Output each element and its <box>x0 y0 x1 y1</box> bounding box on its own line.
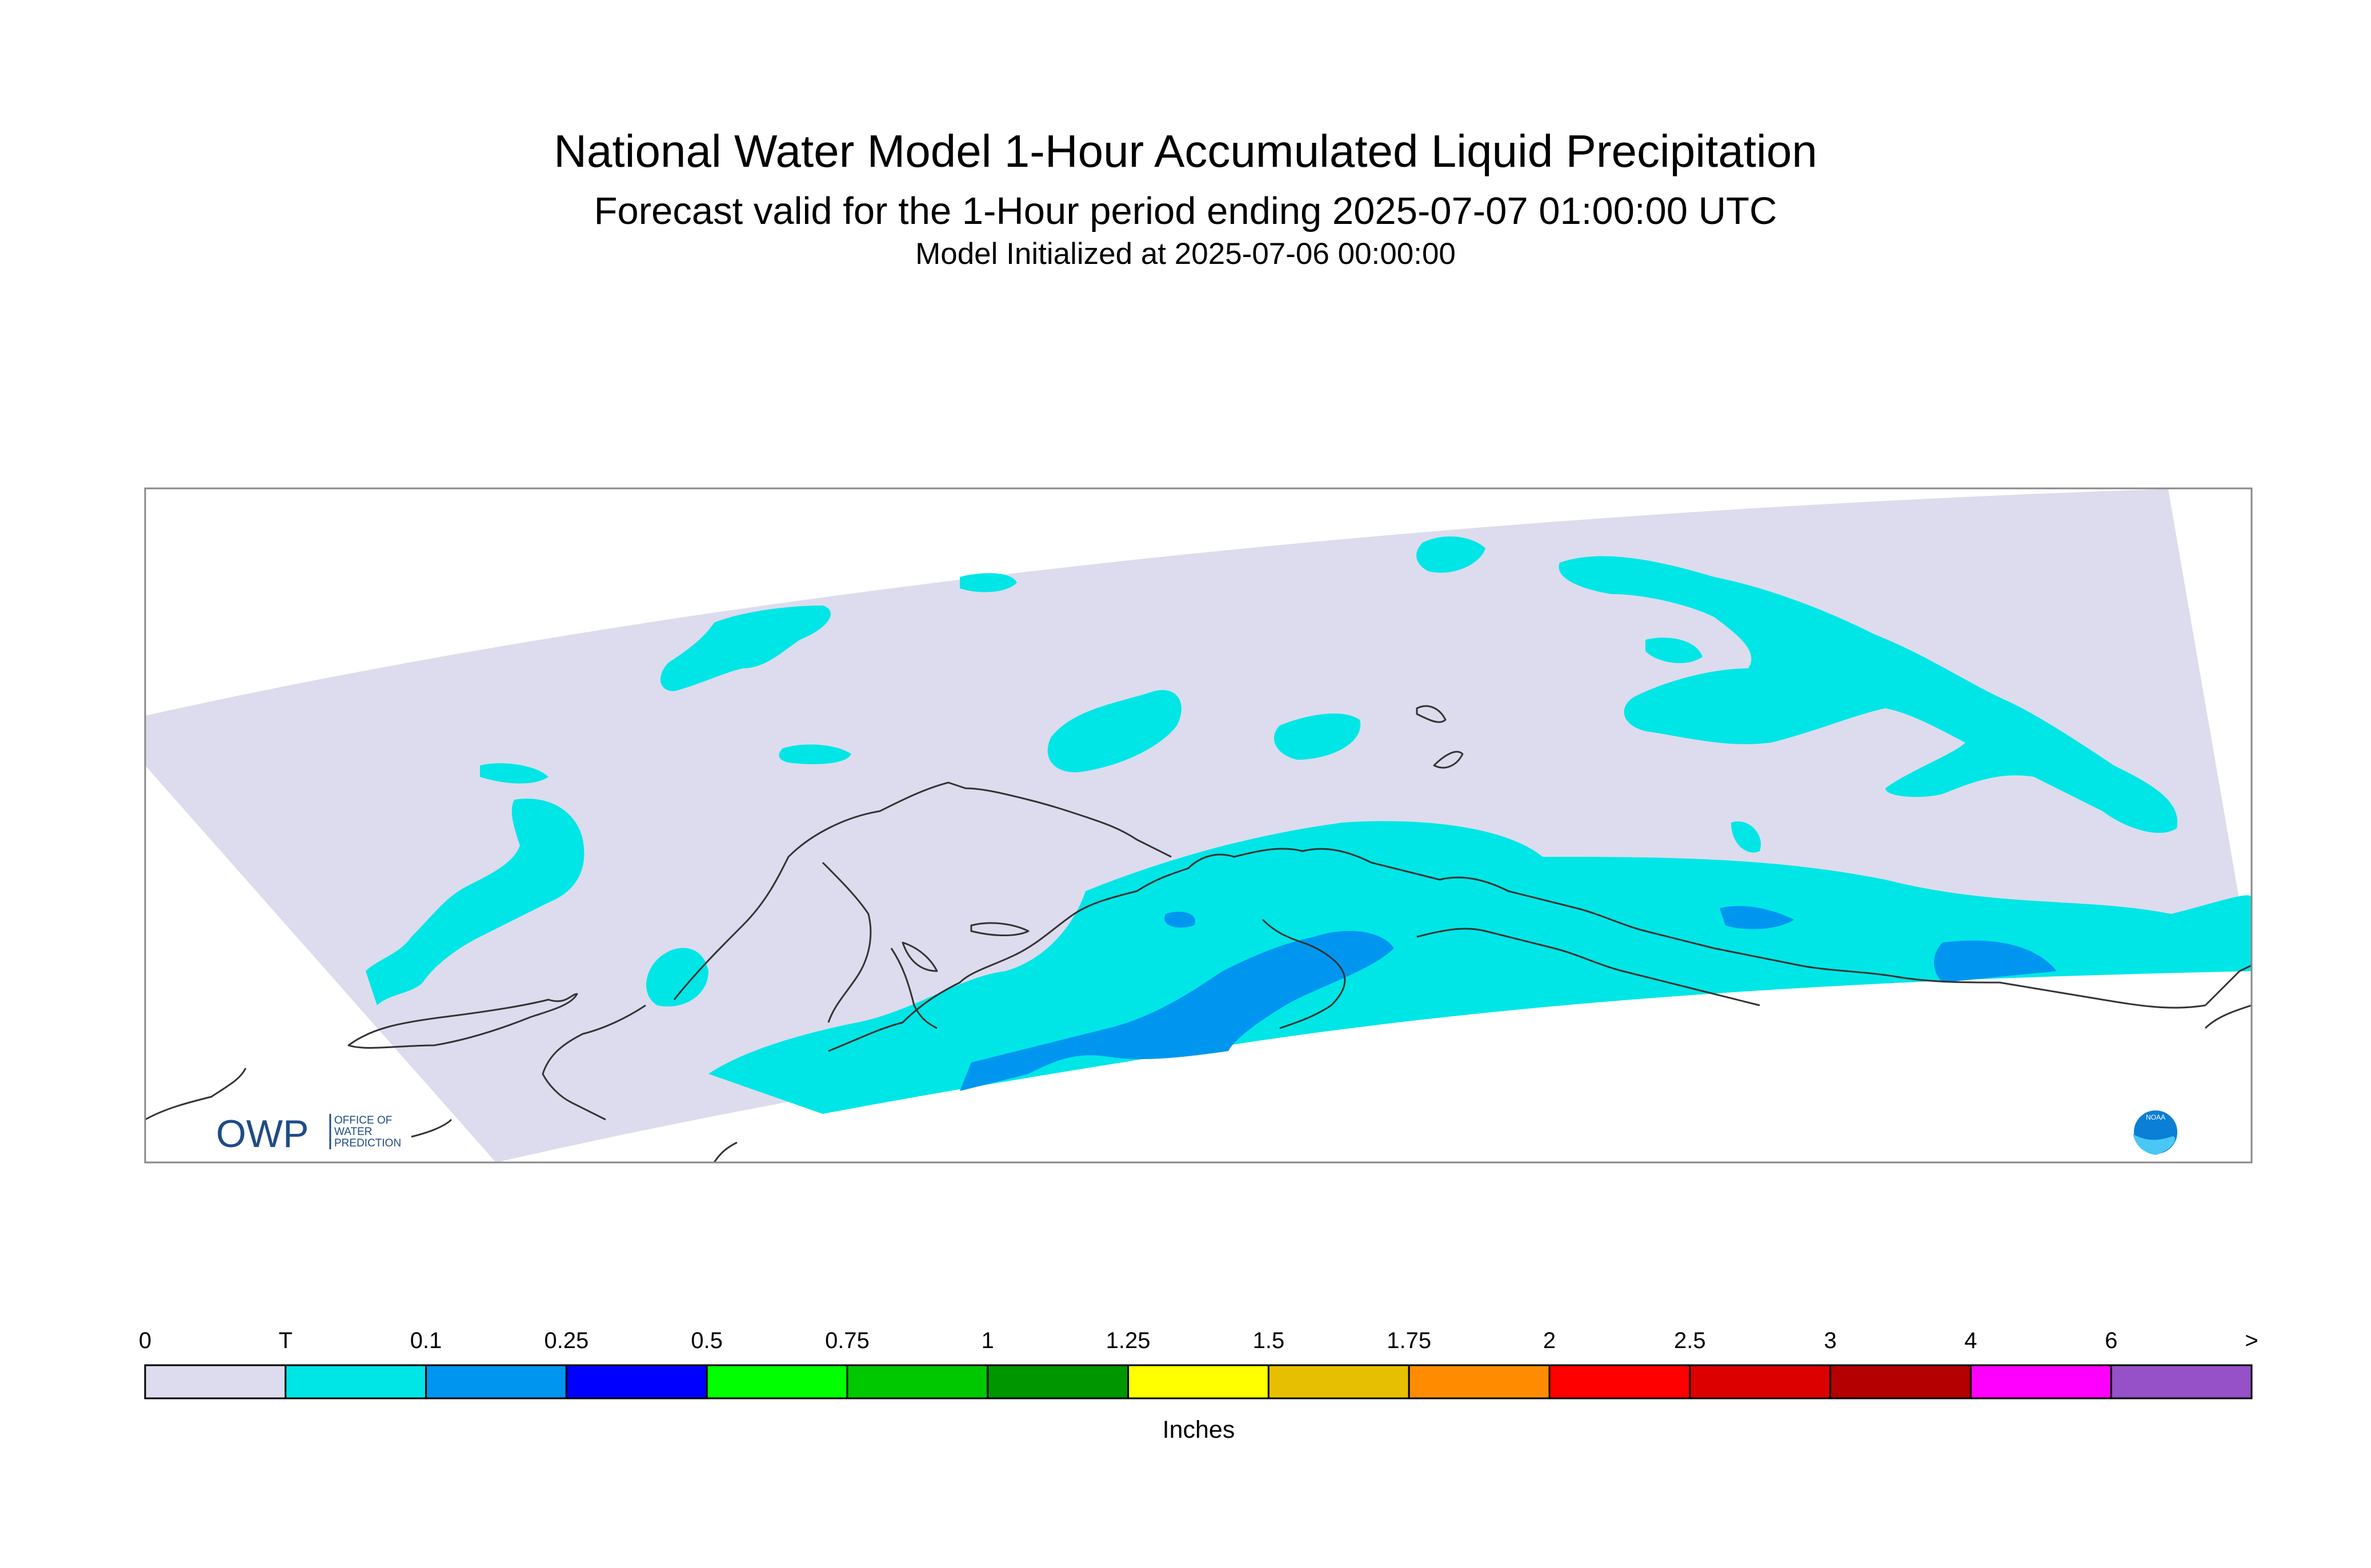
legend-bin-10 <box>1548 1364 1691 1399</box>
legend-tick-label-14: 6 <box>2105 1328 2117 1353</box>
owp-logo-line1: OFFICE OF <box>334 1114 392 1126</box>
precip-patch-southeast <box>1934 940 2057 982</box>
precip-patch-north-inlet <box>1416 536 1485 573</box>
legend-bin-13 <box>1969 1364 2112 1399</box>
precip-patch-small-4 <box>1731 821 1761 853</box>
legend-tick-label-13: 4 <box>1964 1328 1977 1353</box>
legend-bin-11 <box>1689 1364 1832 1399</box>
legend-bin-8 <box>1267 1364 1410 1399</box>
coastline-alaska-southwest <box>145 1068 452 1138</box>
legend-bin-1 <box>285 1364 427 1399</box>
owp-logo-line2: WATER <box>334 1126 373 1138</box>
map-area: OWP OFFICE OF WATER PREDICTION NOAA <box>145 489 2252 1162</box>
legend-tick-label-2: 0.1 <box>410 1328 442 1353</box>
precip-patch-inlet <box>1164 912 1195 928</box>
coastline-south-fragment <box>713 1141 738 1162</box>
precip-patch-small-2 <box>960 573 1017 592</box>
forecast-valid-line: Forecast valid for the 1-Hour period end… <box>594 190 1777 232</box>
legend-tick-label-8: 1.5 <box>1253 1328 1285 1353</box>
legend-tick-label-11: 2.5 <box>1674 1328 1706 1353</box>
legend-bin-3 <box>565 1364 708 1399</box>
owp-logo: OWP OFFICE OF WATER PREDICTION <box>216 1112 401 1156</box>
precip-patch-kenai <box>960 931 1394 1091</box>
precip-patch-small-5 <box>1645 637 1703 663</box>
legend-tick-label-10: 2 <box>1543 1328 1556 1353</box>
coastline-seward <box>890 948 938 1029</box>
legend-tick-label-15: > <box>2245 1328 2258 1353</box>
legend-bin-14 <box>2110 1364 2253 1399</box>
legend-tick-label-7: 1.25 <box>1106 1328 1151 1353</box>
legend-bin-12 <box>1829 1364 1972 1399</box>
precip-patch-north-central <box>1047 690 1182 772</box>
map-frame <box>144 487 2253 1164</box>
legend-tick-label-9: 1.75 <box>1387 1328 1431 1353</box>
map-title: National Water Model 1-Hour Accumulated … <box>554 126 1817 177</box>
model-domain <box>145 489 2252 1162</box>
legend-tick-label-12: 3 <box>1824 1328 1836 1353</box>
legend-tick-label-0: 0 <box>139 1328 151 1353</box>
coastline-bristol-bay <box>347 993 578 1049</box>
coastline-alaska-peninsula <box>828 848 2206 1052</box>
noaa-logo: NOAA <box>2132 1108 2180 1156</box>
legend-bin-9 <box>1408 1364 1551 1399</box>
precip-patch-small-1 <box>779 744 851 764</box>
legend-tick-labels: 0 T 0.1 0.25 0.5 0.75 1 1.25 1.5 1.75 2 2.5 3 4 6 > <box>139 1328 2258 1353</box>
legend-bin-0 <box>144 1364 287 1399</box>
legend-unit-label: Inches <box>1163 1416 1235 1443</box>
legend-tick-label-1: T <box>279 1328 293 1353</box>
coastline-gulf-alaska <box>1416 928 1760 1006</box>
legend-tick-label-6: 1 <box>982 1328 994 1353</box>
coastline-canada-east <box>2204 964 2252 1029</box>
owp-logo-letters: OWP <box>216 1112 309 1156</box>
coastline-western-mainland <box>673 781 1172 1000</box>
precip-patch-northeast <box>1559 556 2178 833</box>
precip-patch-northwest-band <box>660 605 831 691</box>
coastline-yukon-delta <box>542 1004 646 1121</box>
precip-patch-west <box>366 799 584 1005</box>
coastlines <box>145 705 2252 1162</box>
precip-patch-small-6 <box>646 948 708 1006</box>
coastline-cook-inlet <box>1261 919 1346 1029</box>
legend-bin-2 <box>425 1364 567 1399</box>
coastline-norton-sound <box>822 861 872 1023</box>
legend-bin-5 <box>846 1364 989 1399</box>
light-precip-areas <box>960 906 2057 1091</box>
noaa-logo-text: NOAA <box>2146 1113 2165 1121</box>
legend-bin-7 <box>1127 1364 1269 1399</box>
precip-patch-central <box>1274 713 1361 760</box>
precip-patch-east <box>1720 906 1794 929</box>
precip-patch-small-3 <box>480 763 548 784</box>
model-initialized-line: Model Initialized at 2025-07-06 00:00:00 <box>915 237 1456 271</box>
legend-bin-4 <box>706 1364 848 1399</box>
legend-color-bar <box>144 1364 2253 1399</box>
coastline-islands <box>902 705 1464 972</box>
owp-logo-line3: PREDICTION <box>334 1137 401 1149</box>
legend-bin-6 <box>987 1364 1130 1399</box>
legend-tick-label-3: 0.25 <box>544 1328 588 1353</box>
legend-tick-label-5: 0.75 <box>825 1328 870 1353</box>
legend-tick-label-4: 0.5 <box>691 1328 723 1353</box>
